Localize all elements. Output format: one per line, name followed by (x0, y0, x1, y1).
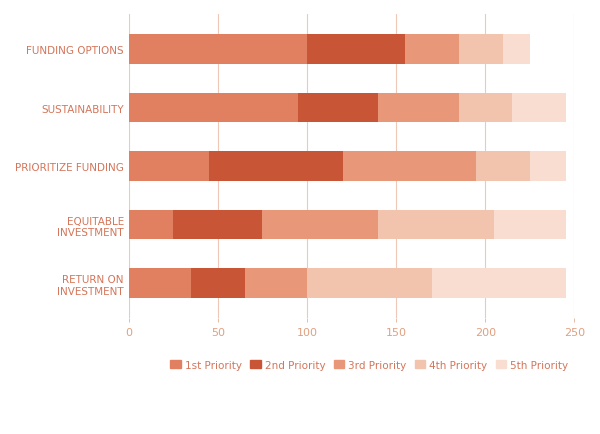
Bar (129, 94, 298, 123)
Bar (343, 152, 476, 181)
Bar (129, 269, 191, 298)
Bar (503, 36, 530, 65)
Bar (191, 269, 245, 298)
Bar (494, 210, 566, 240)
Legend: 1st Priority, 2nd Priority, 3rd Priority, 4th Priority, 5th Priority: 1st Priority, 2nd Priority, 3rd Priority… (166, 355, 573, 374)
Bar (379, 210, 494, 240)
Bar (209, 152, 343, 181)
Bar (458, 36, 503, 65)
Bar (432, 269, 566, 298)
Bar (307, 269, 432, 298)
Bar (476, 152, 530, 181)
Bar (129, 36, 307, 65)
Bar (129, 152, 209, 181)
Bar (245, 269, 307, 298)
Bar (173, 210, 262, 240)
Bar (129, 210, 173, 240)
Bar (307, 36, 405, 65)
Bar (405, 36, 458, 65)
Bar (512, 94, 566, 123)
Bar (458, 94, 512, 123)
Bar (262, 210, 379, 240)
Bar (298, 94, 379, 123)
Bar (530, 152, 566, 181)
Bar (379, 94, 458, 123)
